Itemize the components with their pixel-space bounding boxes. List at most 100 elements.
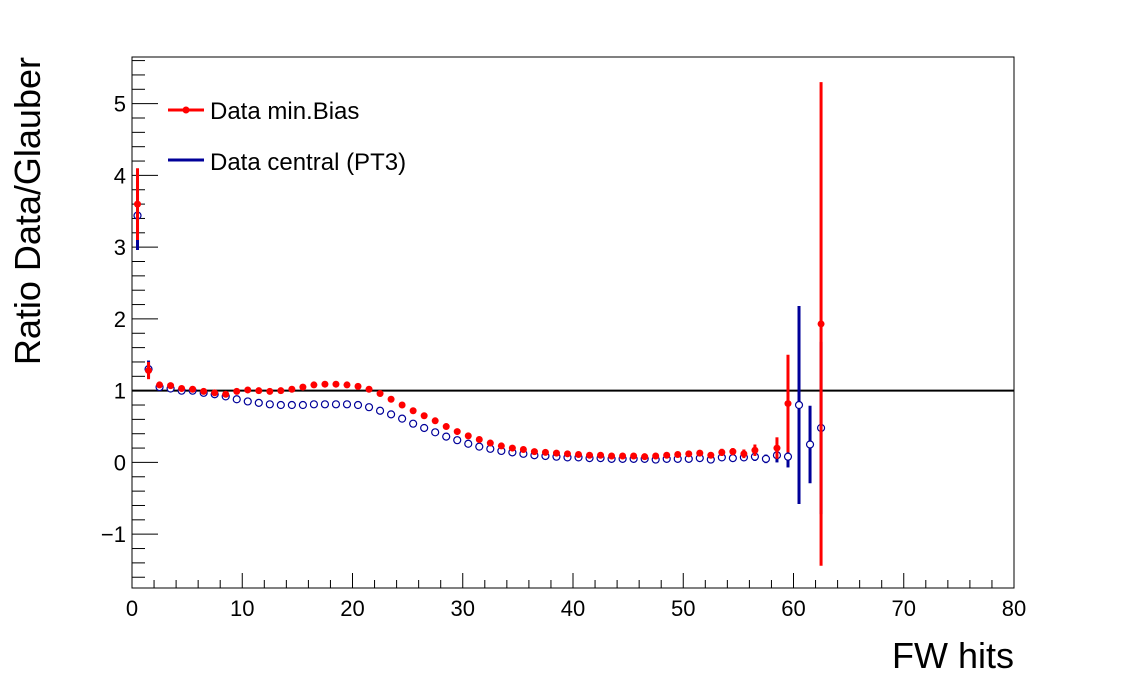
data-point — [442, 432, 451, 441]
data-point — [167, 382, 175, 390]
data-point — [420, 412, 428, 420]
data-point — [794, 400, 804, 410]
axis-ticks-layer: 0 10 20 30 40 50 60 70 80 −1 0 1 2 3 4 5 — [101, 60, 1026, 621]
data-point — [299, 383, 307, 391]
x-tick-label: 70 — [892, 596, 916, 621]
x-tick-label: 80 — [1002, 596, 1026, 621]
data-point — [376, 390, 384, 398]
data-point — [276, 400, 285, 410]
data-point — [243, 397, 252, 406]
data-point — [254, 398, 263, 407]
data-point — [353, 400, 363, 410]
data-point — [718, 448, 726, 456]
y-tick-label: 2 — [114, 307, 126, 332]
legend-marker-minbias — [182, 106, 190, 114]
data-point — [696, 449, 704, 457]
data-point — [783, 452, 793, 461]
data-point — [409, 407, 417, 415]
data-point — [211, 389, 219, 397]
y-tick-label: 3 — [114, 235, 126, 260]
data-point — [552, 449, 560, 457]
data-point — [707, 451, 715, 459]
data-point — [298, 400, 307, 410]
data-point — [431, 417, 439, 425]
legend-label-minbias: Data min.Bias — [210, 98, 359, 125]
data-point — [386, 410, 396, 419]
data-point — [663, 451, 671, 459]
data-point — [630, 452, 638, 460]
data-point — [575, 451, 583, 459]
data-point — [244, 386, 252, 394]
data-point — [233, 387, 241, 395]
data-point — [497, 442, 505, 450]
plot-frame-layer — [131, 56, 1015, 589]
x-tick-label: 50 — [671, 596, 695, 621]
data-point — [309, 400, 319, 409]
data-point — [685, 450, 693, 458]
data-point — [608, 452, 616, 460]
data-point — [751, 446, 759, 454]
data-point — [519, 446, 527, 454]
data-point — [310, 381, 318, 389]
data-point — [287, 400, 296, 410]
data-point — [586, 451, 594, 459]
data-point — [398, 414, 407, 423]
data-point — [486, 439, 494, 447]
data-point — [773, 444, 781, 452]
data-point — [409, 419, 418, 428]
legend: Data min.Bias Data central (PT3) — [168, 98, 406, 176]
legend-label-central: Data central (PT3) — [210, 149, 406, 176]
data-point — [320, 400, 330, 409]
data-point — [453, 436, 462, 445]
y-tick-label: 4 — [114, 163, 126, 188]
plot-frame — [131, 56, 1015, 589]
data-point — [563, 450, 571, 458]
data-point — [232, 395, 241, 404]
data-point — [189, 385, 197, 393]
data-point — [332, 380, 340, 388]
x-tick-label: 40 — [561, 596, 585, 621]
data-point — [641, 453, 649, 461]
data-point — [453, 428, 461, 436]
data-point — [288, 385, 296, 393]
x-tick-label: 0 — [126, 596, 138, 621]
x-axis-label: FW hits — [892, 635, 1014, 676]
data-point — [364, 403, 374, 412]
data-point — [200, 387, 208, 395]
x-tick-label: 10 — [230, 596, 254, 621]
data-point — [255, 387, 263, 395]
data-point — [728, 454, 737, 463]
series-minbias — [134, 82, 825, 566]
data-point — [265, 400, 274, 409]
data-point — [508, 444, 516, 452]
data-point — [805, 440, 815, 449]
data-point — [431, 428, 440, 437]
data-point — [342, 400, 352, 409]
series-layer — [133, 82, 826, 566]
series-central — [133, 181, 826, 515]
data-point — [464, 432, 472, 440]
data-point — [343, 381, 351, 389]
y-axis-label: Ratio Data/Glauber — [7, 57, 48, 365]
data-point — [156, 381, 164, 389]
data-point — [222, 390, 230, 398]
data-point — [619, 452, 627, 460]
data-point — [145, 367, 153, 375]
data-point — [365, 385, 373, 393]
data-point — [817, 320, 825, 328]
data-point — [178, 385, 186, 393]
data-point — [784, 400, 792, 408]
data-point — [134, 200, 142, 208]
data-point — [740, 450, 748, 458]
data-point — [442, 423, 450, 431]
data-point — [387, 395, 395, 403]
y-tick-label: 0 — [114, 450, 126, 475]
data-point — [331, 400, 341, 409]
data-point — [420, 423, 429, 433]
y-tick-label: 1 — [114, 379, 126, 404]
data-point — [398, 401, 406, 409]
y-tick-label: 5 — [114, 92, 126, 117]
data-point — [541, 448, 549, 456]
data-point — [354, 382, 362, 390]
